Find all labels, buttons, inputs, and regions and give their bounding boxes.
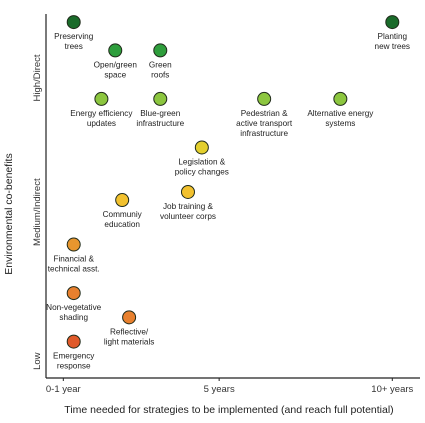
data-point: Energy efficiency updates — [70, 91, 133, 128]
x-tick-label: 10+ years — [371, 384, 413, 395]
data-point-label-line: Green — [149, 60, 172, 69]
y-axis-title: Environmental co-benefits — [3, 153, 15, 274]
data-point-label-line: Energy efficiency — [70, 109, 133, 118]
x-tick-labels: 0-1 year 5 years 10+ years — [46, 378, 414, 395]
data-point-label-line: Legislation & — [178, 157, 225, 166]
data-point-label: Preserving trees — [54, 32, 94, 51]
data-point-label-line: Communiy — [103, 210, 143, 219]
data-point-label: Open/green space — [94, 60, 138, 79]
data-point-label-line: Emergency — [53, 352, 95, 361]
data-point-label: Financial & technical asst. — [48, 255, 100, 274]
data-point-label-line: infrastructure — [240, 129, 288, 138]
data-point-marker — [333, 91, 348, 106]
data-point-label-line: active transport — [236, 119, 293, 128]
data-point-label-line: education — [104, 220, 140, 229]
data-point-label: Emergency response — [53, 352, 95, 371]
data-point-marker — [66, 15, 81, 30]
y-tick-label: Medium/Indirect — [32, 178, 43, 246]
data-points: Preserving trees Planting new trees Open/gre… — [46, 15, 411, 371]
data-point-label-line: infrastructure — [136, 119, 184, 128]
data-point: Communiy education — [103, 193, 143, 229]
data-point: Preserving trees — [54, 15, 94, 51]
data-point-label-line: Planting — [377, 32, 407, 41]
data-point-label-line: technical asst. — [48, 265, 100, 274]
data-point-marker — [153, 91, 168, 106]
data-point-marker — [194, 140, 209, 155]
x-axis-title: Time needed for strategies to be impleme… — [64, 404, 393, 416]
data-point-label-line: trees — [65, 42, 83, 51]
data-point-marker — [66, 334, 81, 349]
data-point-marker — [153, 43, 168, 58]
data-point-marker — [108, 43, 123, 58]
data-point-label-line: volunteer corps — [160, 212, 216, 221]
data-point-label: Pedestrian & active transport infrastructu… — [236, 109, 293, 138]
data-point-label-line: Alternative energy — [307, 109, 374, 118]
data-point-label: Energy efficiency updates — [70, 109, 133, 128]
data-point: Reflective/light materials — [104, 310, 155, 346]
data-point-label-line: Job training & — [163, 202, 214, 211]
data-point-marker — [385, 15, 400, 30]
data-point-label: Alternative energy systems — [307, 109, 374, 128]
data-point-label-line: systems — [325, 119, 355, 128]
data-point-label: Reflective/light materials — [104, 327, 155, 346]
data-point-label-line: new trees — [375, 42, 411, 51]
x-tick-label: 0-1 year — [46, 384, 81, 395]
data-point-label-line: Financial & — [53, 255, 94, 264]
data-point: Alternative energy systems — [307, 91, 374, 128]
y-tick-label: High/Direct — [32, 54, 43, 101]
data-point-label-line: updates — [87, 119, 116, 128]
data-point-label: Green roofs — [149, 60, 172, 79]
data-point-label-line: policy changes — [175, 167, 229, 176]
data-point-marker — [257, 91, 272, 106]
data-point-label-line: roofs — [151, 70, 169, 79]
y-tick-label: Low — [32, 352, 43, 370]
data-point-label-line: light materials — [104, 337, 155, 346]
data-point-label-line: shading — [59, 313, 88, 322]
data-point-label-line: Non-vegetative — [46, 303, 102, 312]
data-point-marker — [66, 286, 81, 301]
data-point-label: Job training & volunteer corps — [160, 202, 216, 221]
data-point-marker — [115, 193, 130, 208]
data-point-label-line: Reflective/ — [110, 327, 149, 336]
data-point: Open/green space — [94, 43, 138, 79]
data-point-marker — [94, 91, 109, 106]
data-point: Pedestrian & active transport infrastructu… — [236, 91, 293, 138]
data-point-marker — [66, 237, 81, 252]
data-point: Non-vegetative shading — [46, 286, 102, 322]
data-point-label-line: space — [104, 70, 126, 79]
data-point-label-line: Pedestrian & — [241, 109, 288, 118]
x-tick-label: 5 years — [204, 384, 235, 395]
y-tick-labels: Low Medium/Indirect High/Direct — [32, 54, 43, 370]
axes — [45, 14, 420, 379]
data-point: Emergency response — [53, 334, 95, 371]
data-point-label-line: Blue-green — [140, 109, 181, 118]
data-point-marker — [122, 310, 137, 325]
data-point-marker — [180, 184, 195, 199]
data-point-label: Legislation & policy changes — [175, 157, 229, 176]
data-point-label-line: response — [57, 362, 91, 371]
data-point-label: Non-vegetative shading — [46, 303, 102, 322]
data-point: Planting new trees — [375, 15, 411, 51]
data-point: Blue-green infrastructure — [136, 91, 185, 128]
data-point: Legislation & policy changes — [175, 140, 229, 176]
data-point: Green roofs — [149, 43, 172, 79]
data-point: Job training & volunteer corps — [160, 184, 216, 221]
data-point-label: Blue-green infrastructure — [136, 109, 184, 128]
data-point-label: Planting new trees — [375, 32, 411, 51]
data-point-label-line: Preserving — [54, 32, 94, 41]
data-point: Financial & technical asst. — [48, 237, 100, 274]
data-point-label-line: Open/green — [94, 60, 138, 69]
data-point-label: Communiy education — [103, 210, 143, 229]
